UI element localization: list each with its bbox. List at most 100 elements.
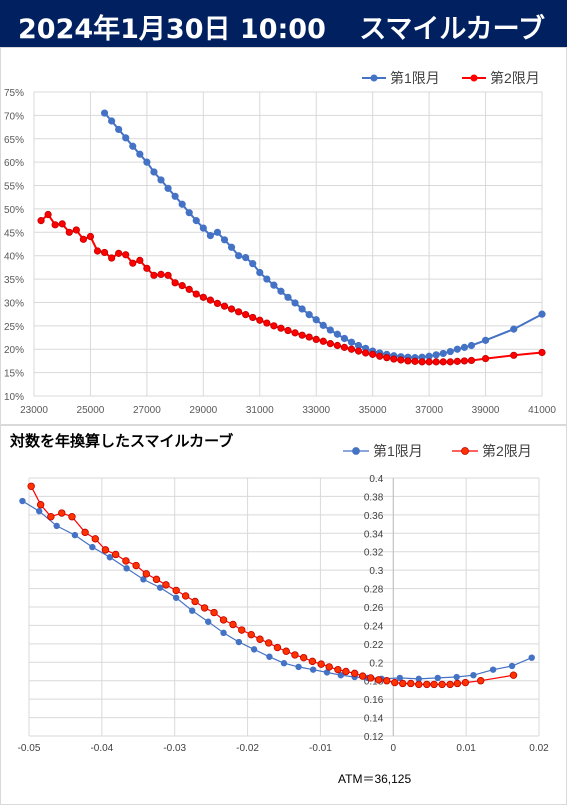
data-point-series-1	[446, 347, 454, 356]
data-point-series-1	[277, 287, 285, 295]
data-point-series-2	[282, 647, 290, 655]
data-point-series-2	[37, 217, 45, 225]
header-title: スマイルカーブ	[359, 14, 545, 45]
data-point-series-2	[340, 343, 349, 351]
x-tick-label: 37000	[415, 405, 443, 416]
chart2-title: 対数を年換算したスマイルカーブ	[10, 432, 234, 450]
x-tick-label: 0.02	[529, 743, 549, 754]
legend-label-2: 第2限月	[490, 70, 540, 86]
data-point-series-1	[481, 336, 490, 344]
y-tick-label: 0.4	[369, 474, 383, 485]
data-point-series-2	[399, 679, 407, 688]
data-point-series-1	[129, 142, 137, 150]
data-point-series-2	[397, 356, 405, 364]
data-point-series-1	[312, 316, 320, 324]
data-point-series-2	[238, 626, 246, 634]
data-point-series-2	[333, 341, 341, 350]
data-point-series-1	[206, 231, 214, 240]
data-point-series-1	[100, 109, 109, 117]
data-point-series-2	[312, 335, 320, 344]
data-point-series-2	[350, 669, 359, 678]
y-tick-label: 0.12	[364, 732, 384, 743]
data-point-series-2	[51, 221, 59, 229]
data-point-series-2	[172, 586, 180, 595]
data-point-series-1	[528, 654, 535, 661]
y-tick-label: 70%	[4, 111, 24, 122]
data-point-series-1	[337, 671, 345, 679]
data-point-series-2	[425, 358, 433, 366]
data-point-series-2	[142, 570, 150, 578]
y-tick-label: 0.24	[364, 621, 384, 632]
data-point-series-2	[162, 581, 170, 589]
x-tick-label: -0.05	[18, 743, 41, 754]
data-point-series-2	[44, 210, 52, 219]
data-point-series-2	[391, 678, 399, 687]
data-point-series-1	[489, 666, 497, 673]
data-point-series-2	[256, 635, 264, 643]
data-point-series-1	[189, 607, 196, 614]
data-point-series-1	[108, 117, 116, 125]
data-point-series-1	[123, 565, 130, 572]
x-tick-label: 31000	[246, 405, 274, 416]
x-tick-label: -0.04	[90, 743, 113, 754]
data-point-series-2	[171, 279, 179, 287]
data-point-series-2	[347, 345, 356, 353]
data-point-series-2	[229, 620, 237, 629]
data-point-series-2	[461, 678, 470, 687]
data-point-series-2	[510, 351, 518, 359]
data-point-series-2	[423, 680, 431, 689]
y-tick-label: 50%	[4, 205, 24, 216]
data-point-series-1	[295, 663, 302, 671]
y-tick-label: 0.2	[369, 658, 383, 669]
data-point-series-2	[273, 643, 282, 652]
data-point-series-2	[164, 271, 172, 279]
data-point-series-2	[129, 259, 137, 267]
x-tick-label: 41000	[528, 405, 556, 416]
y-tick-label: 0.3	[369, 566, 383, 577]
y-tick-label: 0.14	[364, 714, 384, 725]
data-point-series-1	[157, 176, 165, 184]
y-tick-label: 30%	[4, 298, 24, 309]
data-point-series-1	[453, 345, 461, 353]
data-point-series-2	[277, 324, 285, 332]
y-tick-label: 0.32	[364, 548, 384, 559]
x-tick-label: 33000	[302, 405, 330, 416]
data-point-series-2	[299, 653, 308, 662]
data-point-series-2	[354, 347, 363, 355]
data-point-series-2	[453, 679, 462, 688]
x-tick-label: 0	[391, 743, 397, 754]
data-point-series-1	[434, 674, 441, 682]
data-point-series-1	[305, 311, 313, 319]
y-tick-label: 0.26	[364, 603, 384, 614]
data-point-series-2	[453, 357, 461, 365]
data-point-series-2	[509, 671, 518, 679]
data-point-series-2	[227, 305, 236, 313]
y-tick-label: 35%	[4, 275, 24, 286]
data-point-series-1	[284, 293, 292, 301]
x-tick-label: 39000	[472, 405, 500, 416]
x-tick-label: 29000	[189, 405, 217, 416]
data-point-series-2	[358, 672, 367, 680]
y-tick-label: 75%	[4, 88, 24, 99]
data-point-series-2	[58, 509, 66, 517]
atm-annotation: ATM＝36,125	[338, 772, 412, 786]
legend-label-1: 第1限月	[373, 443, 423, 459]
data-point-series-1	[156, 584, 164, 591]
data-point-series-2	[467, 356, 476, 365]
data-point-series-1	[136, 150, 144, 158]
data-point-series-2	[270, 322, 278, 330]
data-point-series-2	[446, 358, 454, 366]
y-tick-label: 55%	[4, 182, 24, 193]
legend-label-2: 第2限月	[482, 443, 532, 459]
y-tick-label: 0.36	[364, 511, 384, 522]
data-point-series-1	[164, 184, 172, 192]
y-tick-label: 45%	[4, 228, 24, 239]
header-date: 2024年1月30日 10:00	[18, 14, 326, 45]
series-line-2	[30, 486, 514, 685]
x-tick-label: 35000	[359, 405, 387, 416]
data-point-series-2	[291, 651, 299, 659]
data-point-series-2	[47, 512, 55, 521]
smile-curve-chart: 10% 15% 20% 25% 30% 35% 40% 45% 50% 55% 60% 65% 70% 7…	[4, 70, 556, 416]
data-point-series-1	[256, 268, 264, 277]
x-tick-label: 0.01	[456, 743, 476, 754]
